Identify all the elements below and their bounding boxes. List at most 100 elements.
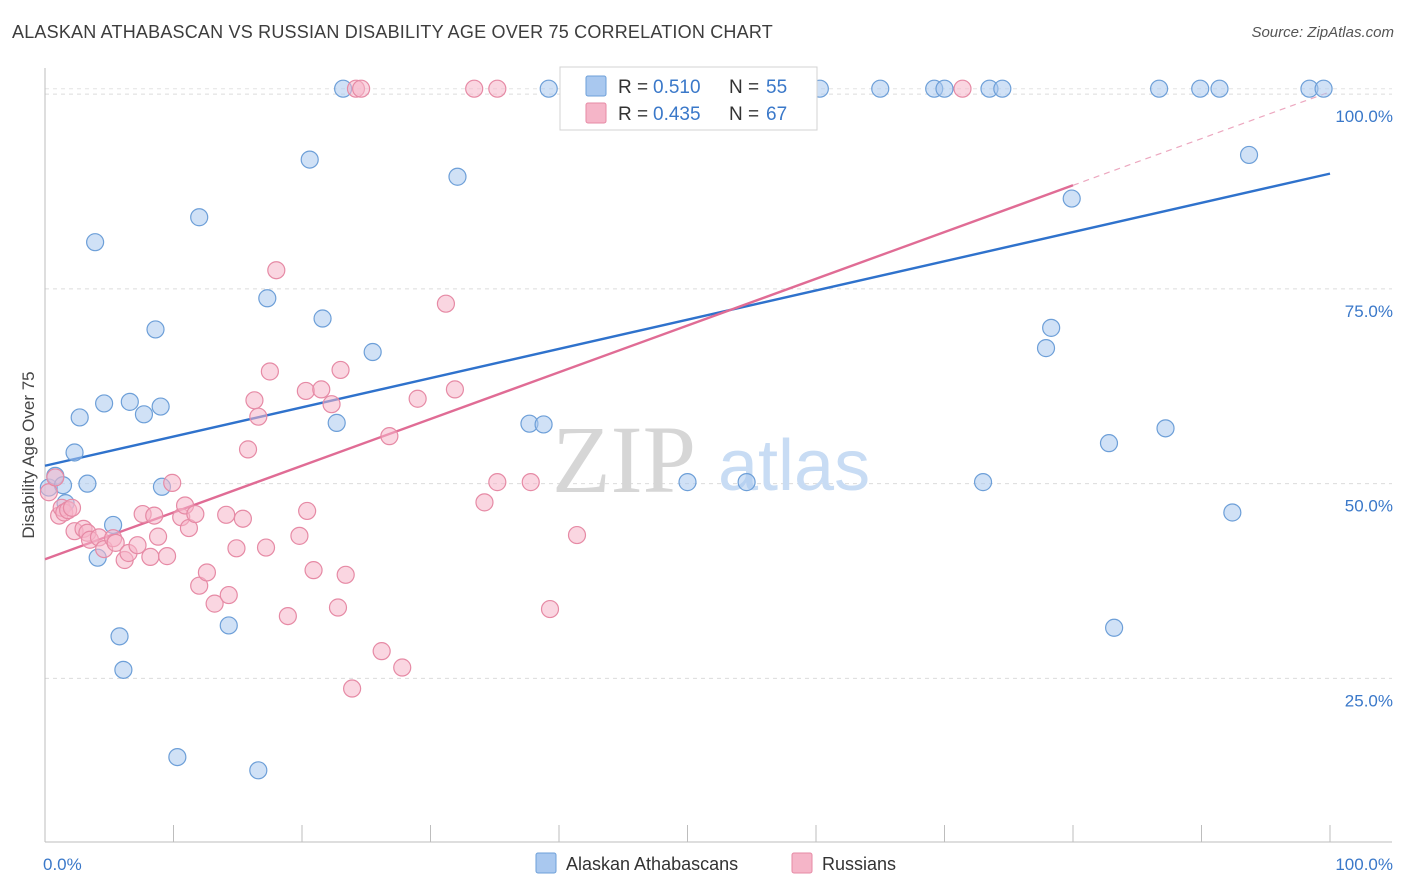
point-athabascan [871, 79, 890, 98]
y-tick-label: 75.0% [1345, 302, 1393, 321]
stats-n-value-1: 55 [766, 77, 787, 98]
stats-r-label-2: R = [618, 104, 648, 125]
trend-line-russian-extension [1072, 91, 1331, 186]
point-russian [328, 598, 348, 617]
legend-swatch-russian [791, 852, 813, 874]
legend-swatch-athabascan [535, 852, 557, 874]
point-russian [106, 533, 125, 552]
point-russian [157, 547, 177, 566]
point-russian [227, 539, 246, 558]
legend-label-athabascan: Alaskan Athabascans [566, 854, 738, 874]
point-russian [219, 585, 238, 605]
point-russian [141, 547, 160, 566]
point-athabascan [448, 167, 467, 186]
point-athabascan [973, 473, 993, 492]
point-russian [145, 506, 164, 525]
y-axis-label: Disability Age Over 75 [19, 371, 38, 538]
point-athabascan [313, 309, 332, 328]
point-russian [238, 440, 258, 459]
point-russian [343, 679, 362, 698]
point-russian [267, 261, 286, 280]
point-athabascan [1223, 503, 1242, 522]
point-athabascan [114, 660, 133, 679]
point-athabascan [1149, 79, 1169, 98]
y-tick-label: 100.0% [1335, 107, 1393, 126]
point-russian [304, 561, 323, 580]
point-russian [312, 380, 331, 399]
stats-n-label-1: N = [729, 77, 759, 98]
point-russian [380, 427, 399, 446]
point-russian [260, 362, 279, 381]
point-russian [336, 565, 355, 584]
point-russian [290, 526, 309, 545]
point-russian [488, 79, 507, 98]
point-athabascan [1062, 189, 1081, 208]
stats-n-label-2: N = [729, 104, 759, 125]
point-russian [128, 536, 147, 555]
point-russian [217, 505, 236, 524]
point-athabascan [190, 208, 209, 227]
point-athabascan [146, 320, 165, 339]
point-russian [249, 407, 268, 426]
point-russian [163, 473, 182, 492]
stats-r-label-1: R = [618, 77, 648, 98]
point-athabascan [1036, 339, 1056, 358]
point-russian [953, 79, 972, 98]
point-athabascan [151, 397, 170, 416]
point-russian [148, 527, 168, 546]
point-athabascan [1239, 145, 1259, 165]
watermark-atlas: atlas [718, 426, 870, 506]
point-russian [465, 79, 484, 98]
point-athabascan [737, 473, 756, 492]
point-russian [296, 381, 315, 401]
point-athabascan [78, 474, 97, 493]
point-russian [322, 395, 341, 414]
point-athabascan [1042, 318, 1061, 337]
point-athabascan [327, 413, 346, 432]
point-russian [436, 294, 456, 313]
point-russian [372, 642, 391, 661]
stats-r-value-1: 0.510 [653, 77, 701, 98]
tick-labels: 25.0% 50.0% 75.0% 100.0% 0.0% 100.0% [43, 107, 1393, 874]
point-russian [278, 606, 297, 626]
point-athabascan [1191, 79, 1210, 98]
point-athabascan [120, 392, 139, 411]
stats-legend-box: R = 0.510 N = 55 R = 0.435 N = 67 [559, 66, 818, 131]
stats-r-value-2: 0.435 [653, 104, 701, 125]
point-athabascan [258, 289, 277, 308]
axes [44, 68, 1392, 843]
legend-label-russian: Russians [822, 854, 896, 874]
point-athabascan [65, 443, 84, 462]
point-athabascan [534, 415, 553, 434]
point-russian [186, 504, 205, 524]
point-athabascan [249, 761, 268, 780]
point-russian [205, 594, 224, 613]
y-tick-label: 25.0% [1345, 691, 1393, 710]
point-athabascan [1210, 79, 1229, 98]
point-russian [408, 389, 427, 408]
trend-line-russian [44, 184, 1074, 561]
point-russian [393, 658, 412, 677]
point-athabascan [1156, 419, 1175, 438]
stats-swatch-russian [585, 102, 607, 124]
point-athabascan [300, 150, 319, 169]
point-russian [445, 380, 465, 399]
point-athabascan [219, 616, 238, 635]
point-athabascan [95, 394, 114, 413]
grid-lines [45, 88, 1392, 679]
point-russian [245, 391, 264, 410]
point-russian [567, 525, 587, 545]
source-label: Source: ZipAtlas.com [1251, 24, 1394, 41]
point-russian [352, 79, 371, 98]
x-tick-label-max: 100.0% [1335, 855, 1393, 874]
x-tick-label-min: 0.0% [43, 855, 82, 874]
point-russian [197, 563, 217, 582]
chart-title: ALASKAN ATHABASCAN VS RUSSIAN DISABILITY… [12, 22, 773, 42]
point-russian [233, 509, 252, 528]
y-tick-label: 50.0% [1345, 497, 1393, 516]
point-russian [540, 599, 560, 619]
point-russian [488, 473, 507, 492]
point-athabascan [168, 747, 187, 767]
point-athabascan [70, 408, 89, 427]
